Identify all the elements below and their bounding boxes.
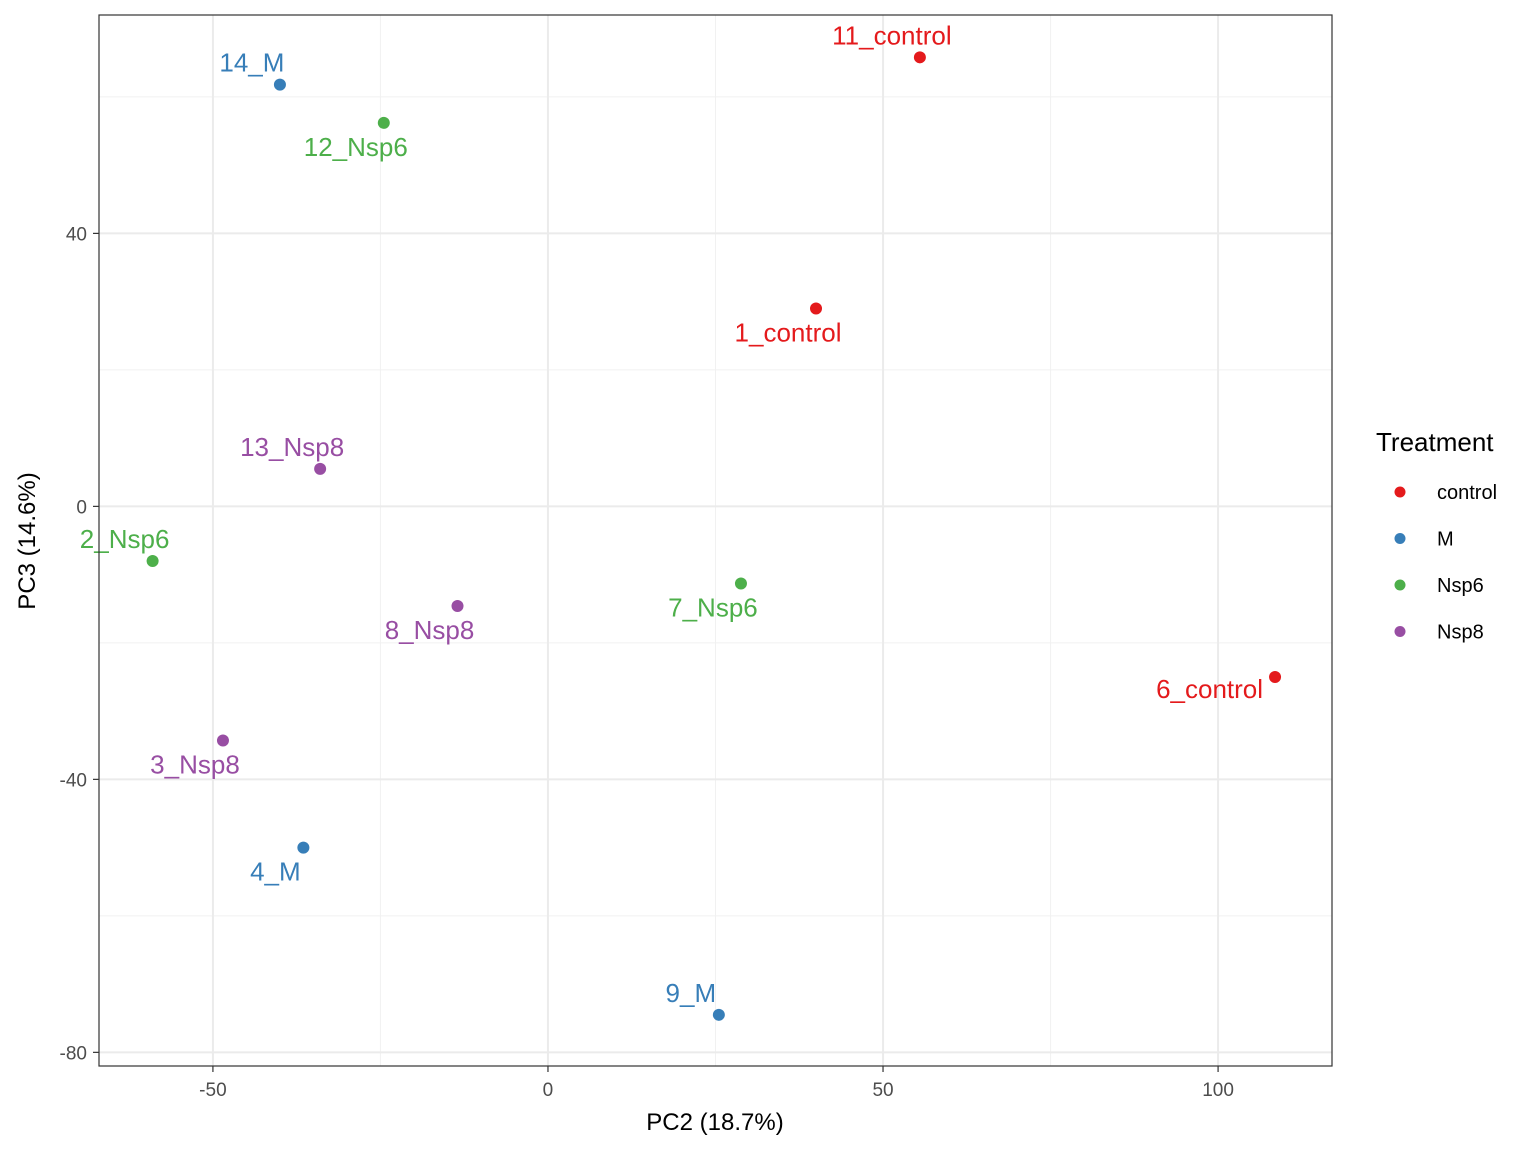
data-point-8_Nsp8 bbox=[451, 600, 464, 613]
legend-label: Nsp6 bbox=[1437, 575, 1484, 597]
point-label: 3_Nsp8 bbox=[150, 749, 240, 779]
point-label: 6_control bbox=[1156, 674, 1263, 704]
y-tick-label: 0 bbox=[76, 497, 87, 518]
point-labels: 11_control 1_control 6_control 14_M 4_M 9_M 12… bbox=[80, 20, 1263, 1008]
point-label: 11_control bbox=[832, 20, 952, 50]
point-label: 14_M bbox=[219, 48, 284, 78]
legend-label: M bbox=[1437, 529, 1454, 551]
point-label: 13_Nsp8 bbox=[240, 432, 344, 462]
y-tick-label: -40 bbox=[60, 770, 87, 791]
legend: Treatment control M Nsp6 Nsp8 bbox=[1376, 427, 1497, 644]
data-point-12_Nsp6 bbox=[377, 116, 390, 129]
y-axis: 40 0 -40 -80 bbox=[60, 224, 99, 1064]
x-tick-label: 50 bbox=[872, 1080, 893, 1101]
legend-key-Nsp6 bbox=[1394, 579, 1406, 591]
legend-key-Nsp8 bbox=[1394, 626, 1406, 637]
major-gridlines bbox=[99, 15, 1332, 1066]
data-points bbox=[146, 51, 1282, 1021]
point-label: 8_Nsp8 bbox=[385, 615, 475, 645]
data-point-6_control bbox=[1269, 670, 1282, 683]
point-label: 1_control bbox=[735, 317, 842, 347]
legend-key-M bbox=[1394, 533, 1406, 544]
legend-title: Treatment bbox=[1376, 427, 1494, 457]
x-tick-label: 0 bbox=[543, 1080, 554, 1101]
data-point-13_Nsp8 bbox=[314, 462, 327, 475]
legend-label: control bbox=[1437, 482, 1497, 504]
x-axis-title: PC2 (18.7%) bbox=[646, 1109, 783, 1136]
y-tick-label: -80 bbox=[60, 1043, 87, 1064]
data-point-9_M bbox=[712, 1008, 725, 1021]
legend-key-control bbox=[1394, 486, 1406, 498]
x-tick-label: 100 bbox=[1202, 1080, 1234, 1101]
minor-gridlines bbox=[99, 15, 1332, 1066]
panel-border bbox=[98, 14, 1333, 1067]
data-point-1_control bbox=[810, 302, 823, 315]
point-label: 7_Nsp6 bbox=[668, 592, 758, 622]
point-label: 2_Nsp6 bbox=[80, 524, 170, 554]
data-point-7_Nsp6 bbox=[734, 577, 747, 590]
point-label: 12_Nsp6 bbox=[304, 132, 408, 162]
point-label: 4_M bbox=[250, 857, 301, 887]
data-point-3_Nsp8 bbox=[216, 734, 229, 747]
data-point-14_M bbox=[273, 78, 286, 91]
data-point-2_Nsp6 bbox=[146, 554, 159, 567]
y-axis-title: PC3 (14.6%) bbox=[14, 472, 41, 609]
data-point-4_M bbox=[297, 841, 310, 854]
x-axis: -50 0 50 100 bbox=[199, 1066, 1234, 1101]
data-point-11_control bbox=[913, 51, 926, 64]
point-label: 9_M bbox=[666, 978, 717, 1008]
x-tick-label: -50 bbox=[199, 1080, 226, 1101]
y-tick-label: 40 bbox=[66, 224, 87, 245]
legend-label: Nsp8 bbox=[1437, 622, 1484, 644]
